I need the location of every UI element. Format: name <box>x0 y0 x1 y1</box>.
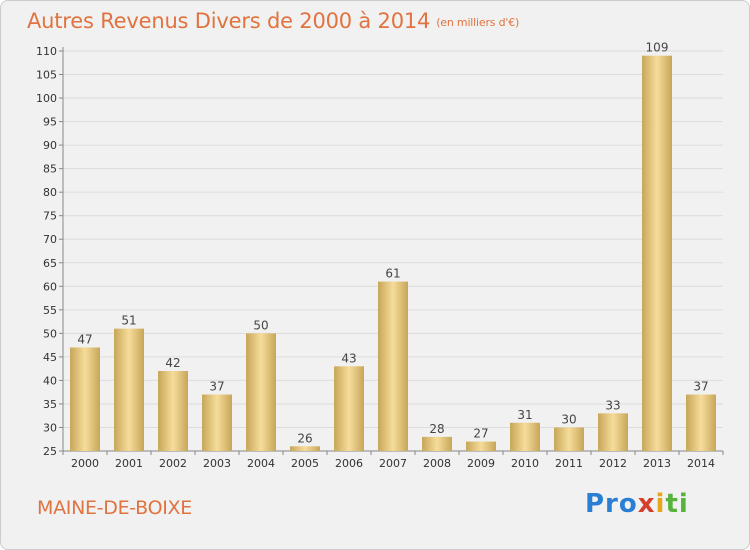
chart-title: Autres Revenus Divers de 2000 à 2014 (en … <box>27 9 519 33</box>
y-tick-label: 40 <box>43 374 57 387</box>
data-label-2003: 37 <box>209 380 224 394</box>
x-tick-labels: 2000 2001 2002 2003 2004 2005 2006 2007 2008 2009… <box>62 451 724 470</box>
data-labels: 47 51 42 37 50 26 43 61 28 27 31 30 33 109 37 <box>77 41 708 446</box>
x-tick-label-2003: 2003 <box>203 457 231 470</box>
x-tick-label-2013: 2013 <box>643 457 671 470</box>
logo-part-1: Pro <box>585 489 638 519</box>
bar-2010 <box>510 422 540 451</box>
x-tick-label-2009: 2009 <box>467 457 495 470</box>
y-tick-label: 80 <box>43 186 57 199</box>
x-tick-label-2008: 2008 <box>423 457 451 470</box>
y-tick-label: 110 <box>36 45 57 58</box>
y-tick-label: 75 <box>43 210 57 223</box>
data-label-2008: 28 <box>429 422 444 436</box>
data-label-2009: 27 <box>473 427 488 441</box>
y-tick-label: 45 <box>43 351 57 364</box>
y-tick-label: 30 <box>43 421 57 434</box>
y-tick-label: 85 <box>43 163 57 176</box>
data-label-2007: 61 <box>385 267 400 281</box>
y-tick-label: 90 <box>43 139 57 152</box>
chart-title-text: Autres Revenus Divers de 2000 à 2014 <box>27 9 431 33</box>
x-tick-label-2000: 2000 <box>71 457 99 470</box>
x-tick-label-2004: 2004 <box>247 457 275 470</box>
x-tick-label-2002: 2002 <box>159 457 187 470</box>
data-label-2002: 42 <box>165 356 180 370</box>
bar-2004 <box>246 333 276 451</box>
y-tick-labels: 25 30 35 40 45 50 55 60 65 70 75 80 85 90 95 100 105 110 <box>36 45 63 458</box>
y-tick-label: 60 <box>43 280 57 293</box>
x-tick-label-2007: 2007 <box>379 457 407 470</box>
bars <box>70 55 716 452</box>
data-label-2006: 43 <box>341 351 356 365</box>
data-label-2001: 51 <box>121 314 136 328</box>
x-tick-label-2001: 2001 <box>115 457 143 470</box>
chart-unit: (en milliers d'€) <box>436 15 520 29</box>
logo-part-2: x <box>637 489 656 519</box>
commune-name: MAINE-DE-BOIXE <box>37 497 192 519</box>
bar-2007 <box>378 281 408 451</box>
x-tick-label-2005: 2005 <box>291 457 319 470</box>
data-label-2013: 109 <box>646 41 669 55</box>
y-tick-label: 95 <box>43 116 57 129</box>
bar-2013 <box>642 55 672 452</box>
bar-2008 <box>422 436 452 451</box>
y-tick-label: 70 <box>43 233 57 246</box>
x-tick-label-2014: 2014 <box>687 457 715 470</box>
bar-2002 <box>158 371 188 451</box>
bar-2005 <box>290 446 320 451</box>
bar-2003 <box>202 394 232 451</box>
data-label-2000: 47 <box>77 332 92 346</box>
data-label-2004: 50 <box>253 318 268 332</box>
y-tick-label: 25 <box>43 445 57 458</box>
bar-2000 <box>70 347 100 451</box>
data-label-2005: 26 <box>297 431 312 445</box>
y-tick-label: 65 <box>43 257 57 270</box>
x-tick-label-2011: 2011 <box>555 457 583 470</box>
y-tick-label: 100 <box>36 92 57 105</box>
bar-2012 <box>598 413 628 451</box>
logo-part-4: ti <box>665 489 689 519</box>
bar-2009 <box>466 441 496 451</box>
y-tick-label: 105 <box>36 69 57 82</box>
bar-2001 <box>114 328 144 451</box>
data-label-2014: 37 <box>693 380 708 394</box>
proxiti-logo[interactable]: Proxiti <box>585 489 689 519</box>
bar-2006 <box>334 366 364 451</box>
data-label-2010: 31 <box>517 408 532 422</box>
data-label-2012: 33 <box>605 398 620 412</box>
data-label-2011: 30 <box>561 412 576 426</box>
x-tick-label-2012: 2012 <box>599 457 627 470</box>
x-tick-label-2010: 2010 <box>511 457 539 470</box>
logo-part-3: i <box>655 489 666 519</box>
bar-2014 <box>686 394 716 451</box>
bar-2011 <box>554 427 584 451</box>
y-tick-label: 55 <box>43 304 57 317</box>
y-tick-label: 50 <box>43 327 57 340</box>
y-tick-label: 35 <box>43 398 57 411</box>
x-tick-label-2006: 2006 <box>335 457 363 470</box>
